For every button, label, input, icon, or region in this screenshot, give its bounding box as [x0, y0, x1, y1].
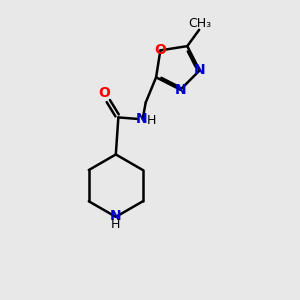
Text: N: N [194, 63, 206, 77]
Text: H: H [111, 218, 121, 231]
Text: N: N [175, 83, 186, 97]
Text: O: O [154, 44, 166, 57]
Text: O: O [99, 86, 111, 100]
Text: CH₃: CH₃ [188, 17, 212, 30]
Text: N: N [110, 209, 122, 223]
Text: H: H [146, 114, 156, 127]
Text: N: N [135, 112, 147, 126]
